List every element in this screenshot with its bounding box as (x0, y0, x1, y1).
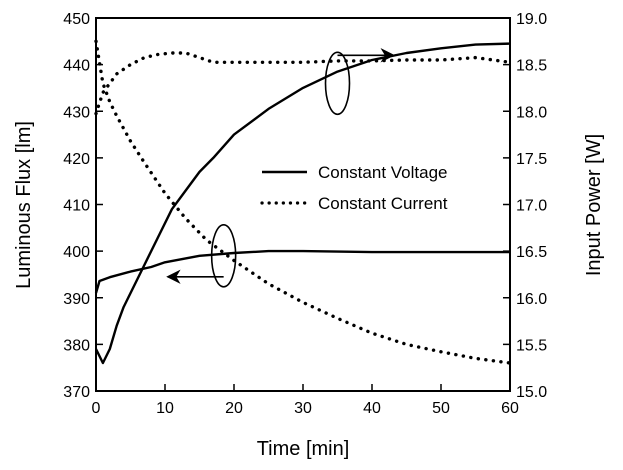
series-line-constant-current-right (94, 39, 512, 365)
x-tick-label-2: 20 (225, 400, 243, 417)
y-axis-title-left: Luminous Flux [lm] (13, 121, 35, 289)
plot-frame (95, 17, 511, 392)
y-left-tick-label-5: 420 (63, 151, 90, 168)
annotation-ellipse-0 (324, 51, 351, 116)
legend-label-constant-voltage: Constant Voltage (318, 163, 447, 182)
y-right-tick-label-1: 15.5 (516, 337, 547, 354)
y-axis-title-right: Input Power [W] (583, 134, 605, 276)
y-left-tick-label-8: 450 (63, 11, 90, 28)
x-tick-label-3: 30 (294, 400, 312, 417)
series-line-constant-current-left (94, 51, 512, 116)
x-tick-label-0: 0 (92, 400, 101, 417)
series-line-constant-voltage-left (94, 42, 511, 365)
axis-ticks (95, 17, 511, 392)
annotation-ellipse-1 (210, 223, 237, 288)
y-right-tick-label-4: 17.0 (516, 198, 547, 215)
y-left-tick-label-1: 380 (63, 337, 90, 354)
y-left-tick-label-4: 410 (63, 198, 90, 215)
x-tick-label-6: 60 (501, 400, 519, 417)
y-left-tick-label-3: 400 (63, 244, 90, 261)
y-right-tick-label-2: 16.0 (516, 291, 547, 308)
y-right-tick-label-6: 18.0 (516, 104, 547, 121)
y-left-tick-label-7: 440 (63, 58, 90, 75)
tick-labels: 0 10 20 30 40 50 60 370 380 390 400 410 420 430 440 450… (63, 11, 547, 417)
x-tick-label-1: 10 (156, 400, 174, 417)
x-tick-label-4: 40 (363, 400, 381, 417)
x-axis-title: Time [min] (257, 438, 350, 460)
y-right-tick-label-5: 17.5 (516, 151, 547, 168)
y-left-tick-label-0: 370 (63, 384, 90, 401)
annotation-layer (166, 48, 395, 288)
y-right-tick-label-0: 15.0 (516, 384, 547, 401)
series-layer (94, 39, 512, 365)
legend: Constant Voltage Constant Current (260, 163, 448, 213)
x-tick-label-5: 50 (432, 400, 450, 417)
y-left-tick-label-6: 430 (63, 104, 90, 121)
series-line-constant-voltage-right (94, 249, 510, 294)
y-right-tick-label-3: 16.5 (516, 244, 547, 261)
legend-label-constant-current: Constant Current (318, 194, 448, 213)
y-right-tick-label-8: 19.0 (516, 11, 547, 28)
y-right-tick-label-7: 18.5 (516, 58, 547, 75)
y-left-tick-label-2: 390 (63, 291, 90, 308)
